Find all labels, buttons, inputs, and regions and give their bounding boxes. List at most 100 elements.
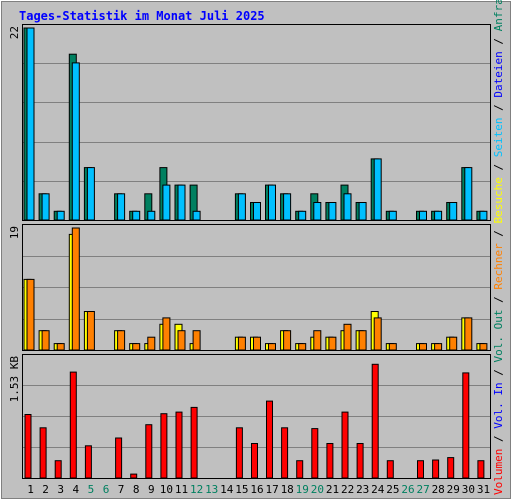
- x-tick-label: 11: [175, 483, 188, 496]
- visits-sites-bar: [192, 330, 201, 351]
- visits-sites-bar: [464, 317, 473, 351]
- visits-sites-bar: [449, 336, 458, 351]
- requests-plot-area: [22, 24, 491, 221]
- kbytes-kbytes-bar: [341, 411, 349, 479]
- requests-ymax-label: 22: [8, 26, 21, 39]
- x-tick-label: 8: [133, 483, 140, 496]
- kbytes-kbytes-bar: [54, 460, 62, 479]
- x-tick-label: 29: [447, 483, 460, 496]
- visits-sites-bar: [328, 336, 337, 351]
- requests-files-bar: [298, 210, 307, 221]
- x-tick-label: 22: [341, 483, 354, 496]
- legend-label-part: /: [492, 98, 505, 118]
- requests-files-bar: [132, 210, 141, 221]
- legend-label-part: /: [492, 31, 505, 51]
- requests-files-bar: [26, 27, 35, 221]
- legend-label-part: Anfragen: [492, 0, 505, 31]
- x-tick-label: 13: [205, 483, 218, 496]
- kbytes-kbytes-bar: [115, 437, 123, 479]
- kbytes-kbytes-bar: [175, 411, 183, 479]
- requests-files-bar: [343, 193, 352, 221]
- legend-label-part: /: [492, 223, 505, 243]
- requests-files-bar: [388, 210, 397, 221]
- x-tick-label: 3: [57, 483, 64, 496]
- visits-sites-bar: [313, 330, 322, 351]
- x-tick-label: 19: [296, 483, 309, 496]
- kbytes-kbytes-bar: [371, 363, 379, 479]
- x-tick-label: 12: [190, 483, 203, 496]
- requests-files-bar: [464, 167, 473, 221]
- requests-files-bar: [56, 210, 65, 221]
- visits-sites-bar: [41, 330, 50, 351]
- requests-files-bar: [71, 62, 80, 221]
- x-tick-label: 24: [371, 483, 385, 496]
- requests-files-bar: [283, 193, 292, 221]
- visits-sites-bar: [26, 278, 35, 351]
- x-tick-label: 23: [356, 483, 369, 496]
- requests-files-bar: [86, 167, 95, 221]
- requests-files-bar: [479, 210, 488, 221]
- x-tick-label: 14: [220, 483, 234, 496]
- x-tick-label: 17: [265, 483, 278, 496]
- requests-files-bar: [192, 210, 201, 221]
- kbytes-kbytes-bar: [251, 443, 258, 479]
- visits-sites-bar: [253, 336, 261, 351]
- x-tick-label: 20: [311, 483, 324, 496]
- kbytes-kbytes-bar: [477, 460, 485, 479]
- x-tick-label: 2: [42, 483, 49, 496]
- x-tick-label: 10: [160, 483, 173, 496]
- legend-label-part: Vol. Out: [492, 310, 505, 363]
- x-tick-label: 1: [27, 483, 34, 496]
- legend-label-part: Besuche: [492, 177, 505, 223]
- kbytes-kbytes-bar: [145, 424, 153, 479]
- kbytes-kbytes-bar: [296, 460, 304, 479]
- requests-files-bar: [237, 193, 246, 221]
- kbytes-kbytes-bar: [235, 427, 243, 479]
- visits-sites-bar: [358, 330, 367, 351]
- x-tick-label: 4: [72, 483, 79, 496]
- requests-files-bar: [117, 193, 126, 221]
- requests-files-bar: [147, 210, 156, 221]
- visits-sites-bar: [132, 343, 141, 351]
- visits-sites-bar: [56, 343, 65, 351]
- visits-sites-bar: [343, 323, 352, 351]
- visits-sites-bar: [298, 343, 307, 351]
- visits-sites-bar: [147, 336, 156, 351]
- requests-files-bar: [253, 202, 261, 221]
- legend-label-part: Vol. In: [492, 382, 505, 428]
- kbytes-kbytes-bar: [69, 371, 77, 479]
- kbytes-kbytes-bar: [417, 460, 424, 479]
- legend-label-part: Seiten: [492, 117, 505, 157]
- x-tick-label: 26: [401, 483, 414, 496]
- visits-sites-bar: [237, 336, 246, 351]
- kbytes-kbytes-bar: [432, 459, 440, 479]
- legend-label-part: Rechner: [492, 243, 505, 290]
- requests-files-bar: [328, 202, 337, 221]
- legend-label-part: /: [492, 157, 505, 177]
- kbytes-kbytes-bar: [84, 445, 92, 479]
- kbytes-ymax-label: 1.53 KB: [8, 356, 21, 403]
- x-tick-label: 30: [462, 483, 475, 496]
- visits-sites-bar: [479, 343, 488, 351]
- legend-label-part: Volumen: [492, 449, 505, 495]
- kbytes-kbytes-bar: [356, 443, 364, 479]
- kbytes-kbytes-bar: [160, 413, 168, 479]
- visits-sites-bar: [71, 227, 80, 351]
- requests-files-bar: [268, 184, 276, 221]
- x-tick-label: 9: [148, 483, 155, 496]
- requests-files-bar: [449, 202, 458, 221]
- visits-sites-bar: [177, 330, 186, 351]
- visits-sites-bar: [86, 311, 95, 351]
- requests-files-bar: [358, 202, 367, 221]
- kbytes-kbytes-bar: [39, 427, 47, 479]
- x-tick-label: 28: [432, 483, 445, 496]
- visits-sites-bar: [117, 330, 126, 351]
- x-tick-label: 25: [386, 483, 399, 496]
- requests-files-bar: [162, 184, 171, 221]
- kbytes-kbytes-bar: [311, 428, 319, 479]
- visits-panel: 19: [8, 224, 491, 351]
- requests-files-bar: [419, 210, 427, 221]
- requests-files-bar: [313, 202, 322, 221]
